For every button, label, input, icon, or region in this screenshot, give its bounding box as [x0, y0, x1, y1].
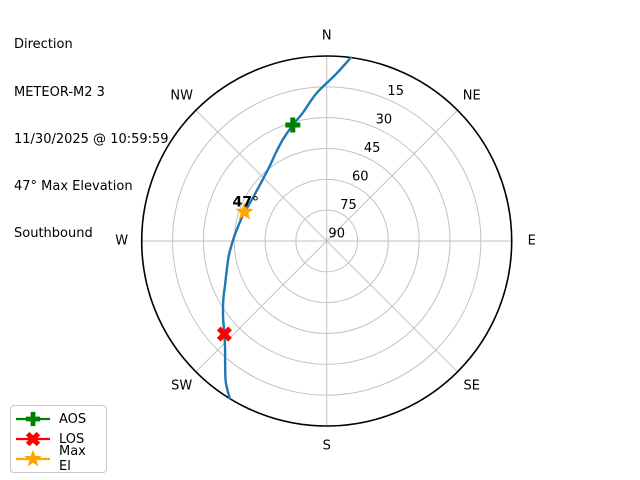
- legend-item-aos: AOS: [15, 409, 100, 429]
- compass-label-e: E: [528, 234, 536, 249]
- pass-info-title: Direction METEOR-M2 3 11/30/2025 @ 10:59…: [14, 6, 169, 273]
- title-line-direction: Direction: [14, 37, 73, 53]
- los-marker: [216, 326, 232, 342]
- max-el-legend-marker: [16, 450, 50, 467]
- title-line-heading: Southbound: [14, 225, 93, 241]
- title-line-max-elev: 47° Max Elevation: [14, 178, 133, 194]
- azimuth-spoke: [326, 240, 458, 373]
- compass-label-ne: NE: [463, 89, 481, 104]
- azimuth-spoke: [195, 240, 328, 373]
- compass-label-se: SE: [463, 379, 479, 394]
- legend-item-maxel: Max El: [15, 444, 100, 474]
- max-el-marker: [235, 202, 254, 220]
- legend-label-los: LOS: [59, 431, 85, 447]
- title-line-datetime: 11/30/2025 @ 10:59:59: [14, 131, 169, 147]
- elevation-tick-label: 45: [364, 141, 381, 156]
- elevation-tick-label: 75: [340, 198, 357, 213]
- compass-label-w: W: [115, 234, 128, 249]
- azimuth-spoke: [195, 109, 328, 242]
- aos-marker: [285, 117, 301, 133]
- compass-label-s: S: [323, 439, 331, 454]
- horizon-circle: [140, 55, 513, 427]
- elevation-tick-label: 60: [352, 170, 369, 185]
- legend-box: AOS LOS Max El: [10, 405, 107, 474]
- legend-item-los: LOS: [15, 429, 100, 449]
- azimuth-spoke: [326, 109, 458, 242]
- compass-label-nw: NW: [170, 89, 193, 104]
- compass-label-n: N: [322, 29, 332, 44]
- max-elevation-annotation: 47°: [233, 194, 259, 210]
- aos-legend-marker: [16, 411, 50, 427]
- los-legend-marker: [16, 431, 50, 447]
- elevation-tick-label: 90: [328, 227, 345, 242]
- compass-label-sw: SW: [171, 379, 192, 394]
- legend-label-aos: AOS: [59, 411, 87, 427]
- elevation-tick-label: 30: [376, 113, 393, 128]
- legend-label-maxel: Max El: [59, 444, 86, 474]
- elevation-tick-label: 15: [387, 84, 404, 99]
- title-line-satellite: METEOR-M2 3: [14, 84, 105, 100]
